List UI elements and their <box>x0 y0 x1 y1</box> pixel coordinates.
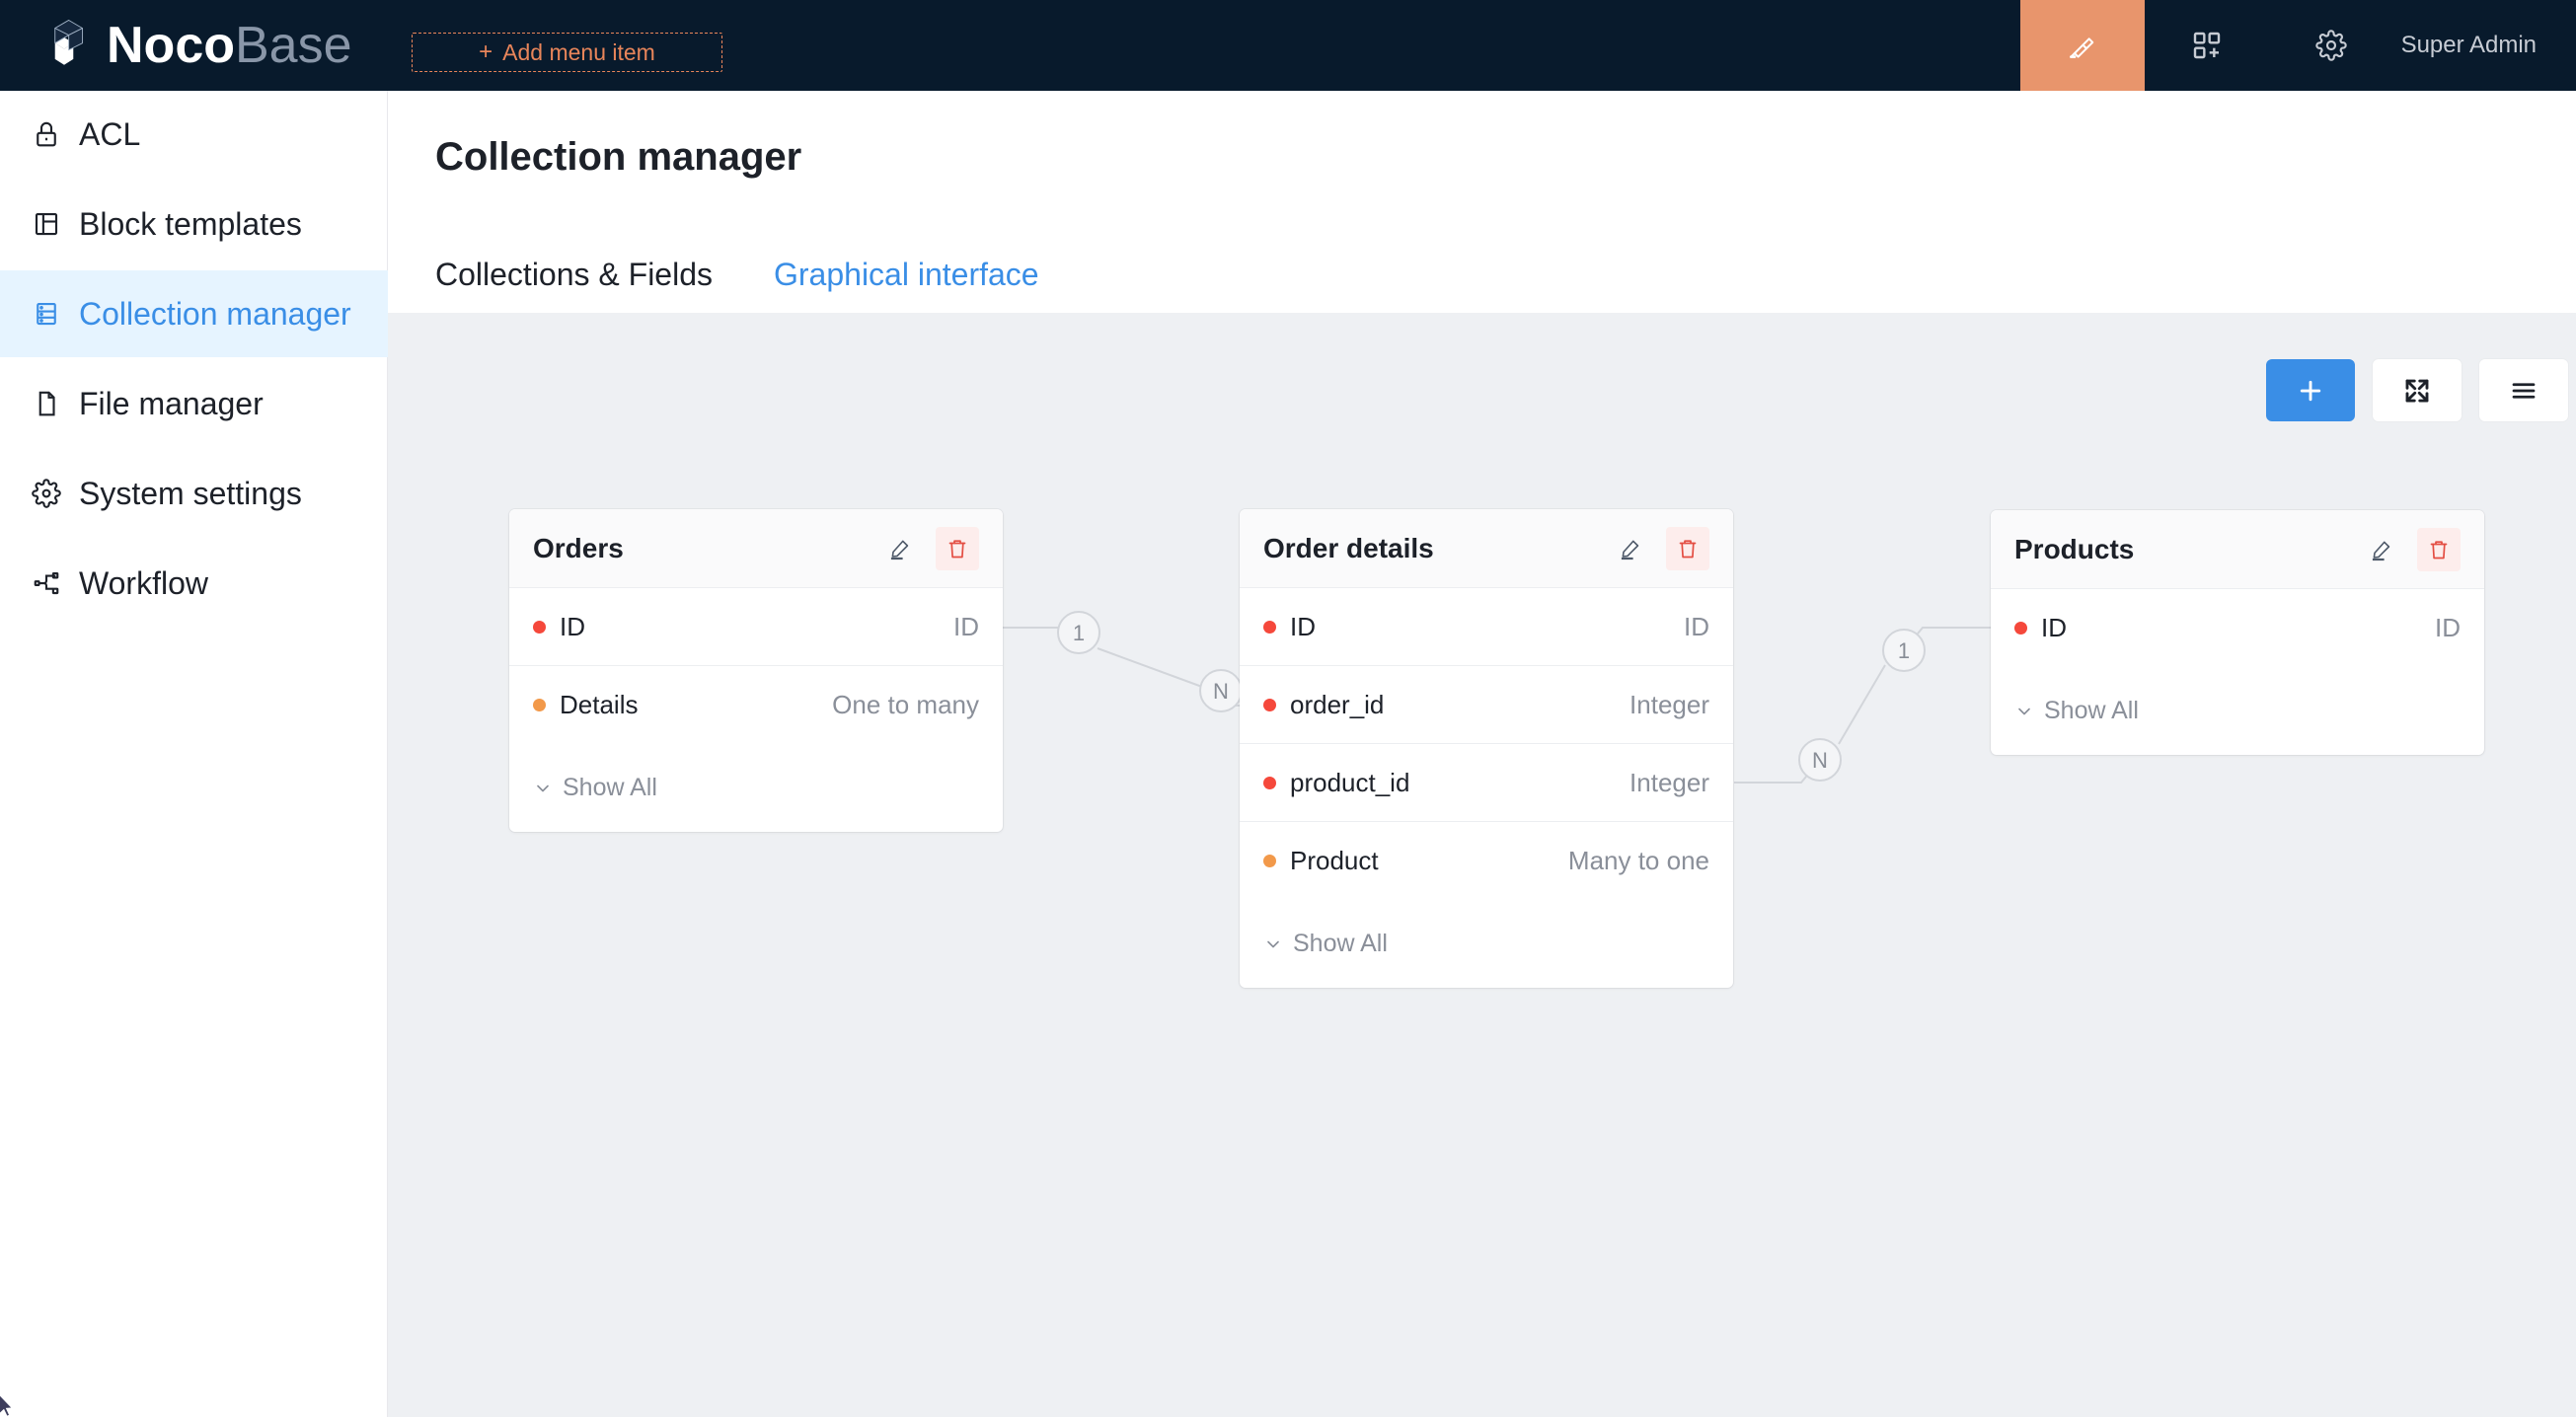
svg-text:1: 1 <box>1073 621 1085 645</box>
svg-text:1: 1 <box>1898 638 1910 663</box>
svg-text:N: N <box>1213 679 1229 704</box>
svg-text:N: N <box>1812 748 1828 773</box>
